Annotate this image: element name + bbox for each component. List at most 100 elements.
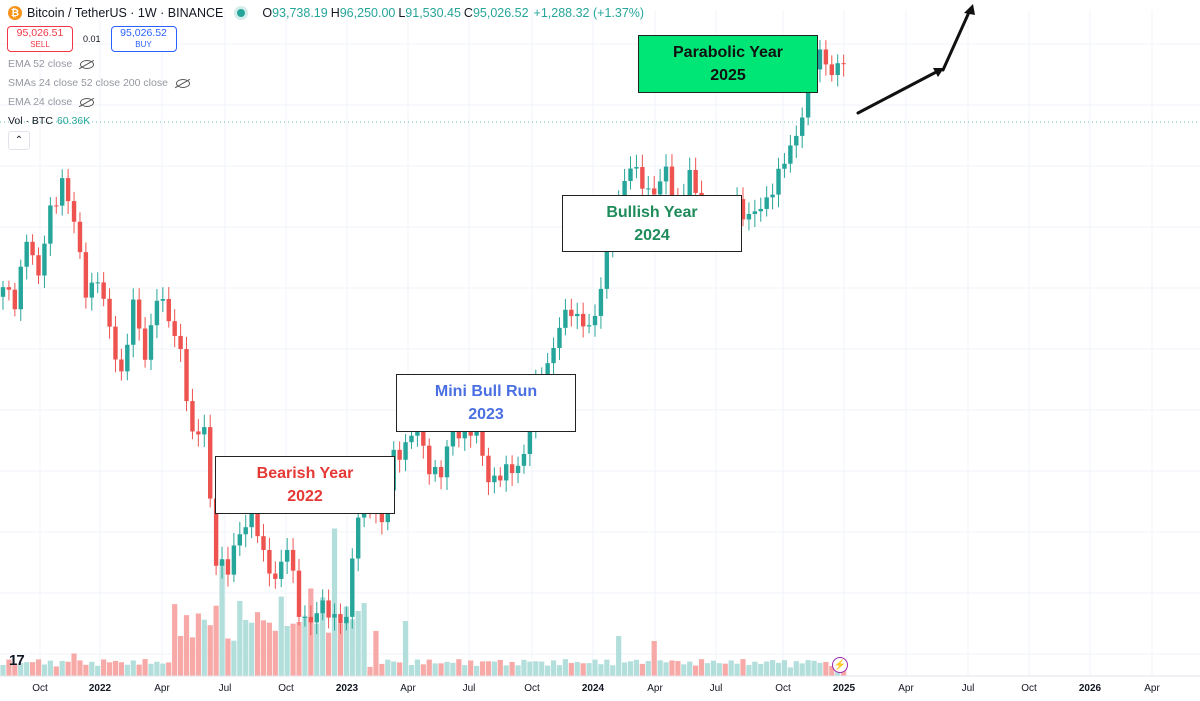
candle-body — [758, 208, 763, 212]
volume-value: 60.36K — [56, 115, 91, 127]
candle-body — [231, 545, 237, 575]
candle-body — [480, 428, 485, 456]
volume-bar — [627, 661, 634, 676]
candle-body — [261, 536, 266, 550]
volume-bar — [47, 660, 53, 676]
volume-bar — [462, 665, 468, 676]
volume-bar — [716, 663, 722, 676]
indicator-ema24[interactable]: EMA 24 close — [8, 96, 95, 108]
candle-body — [492, 475, 497, 483]
volume-bar — [83, 664, 89, 676]
volume-bar — [118, 662, 124, 676]
volume-bar — [41, 664, 48, 676]
chevron-up-icon: ⌃ — [14, 135, 24, 146]
volume-bar — [183, 615, 190, 676]
candle-body — [184, 349, 189, 402]
volume-bar — [592, 659, 598, 676]
eye-hidden-icon[interactable] — [80, 97, 95, 107]
collapse-legend-button[interactable]: ⌃ — [8, 131, 30, 150]
volume-bar — [610, 665, 616, 676]
candle-body — [0, 287, 6, 297]
volume-bar — [314, 623, 320, 676]
candle-body — [592, 315, 598, 326]
eye-hidden-icon[interactable] — [175, 78, 190, 88]
candle-body — [338, 614, 343, 624]
volume-bar — [793, 661, 799, 676]
volume-bar — [136, 664, 142, 676]
volume-bar — [331, 528, 338, 676]
candle-body — [450, 426, 456, 447]
volume-bar — [456, 659, 462, 676]
flash-icon[interactable]: ⚡ — [832, 657, 848, 673]
candle-body — [54, 205, 59, 207]
buy-button[interactable]: 95,026.52 BUY — [110, 26, 177, 52]
ohlc-open-label: O — [262, 6, 273, 20]
candle-body — [551, 347, 556, 364]
candle-body — [823, 49, 829, 65]
candle-body — [154, 300, 160, 326]
arrow-head-1 — [933, 68, 944, 77]
volume-bar — [521, 659, 527, 676]
volume-bar — [213, 605, 219, 676]
candle-body — [142, 328, 148, 360]
candle-body — [474, 428, 479, 436]
volume-bar — [710, 660, 716, 676]
tradingview-logo[interactable]: 17 — [9, 652, 25, 669]
candle-body — [515, 465, 521, 474]
candle-body — [279, 561, 284, 579]
x-tick-label: Apr — [898, 683, 914, 694]
volume-bar — [178, 636, 184, 676]
candle-body — [267, 549, 272, 574]
candle-body — [782, 163, 787, 169]
volume-bar — [622, 662, 628, 676]
annotation-bearish: Bearish Year 2022 — [215, 456, 395, 514]
candle-body — [249, 509, 254, 528]
candle-body — [136, 299, 142, 329]
sell-price: 95,026.51 — [16, 27, 64, 39]
candle-body — [575, 313, 580, 317]
volume-bar — [30, 662, 36, 676]
x-tick-label: Oct — [524, 683, 540, 694]
x-tick-label: Oct — [1021, 683, 1037, 694]
candle-body — [314, 613, 319, 623]
candle-body — [71, 201, 77, 222]
volume-bar — [355, 611, 361, 676]
price-change: +1,288.32 (+1.37%) — [533, 6, 645, 20]
candle-body — [427, 445, 432, 475]
volume-bar — [604, 659, 610, 676]
volume-bar — [823, 661, 829, 676]
sell-button[interactable]: 95,026.51 SELL — [7, 26, 73, 52]
chart-grid — [0, 10, 1200, 676]
volume-bar — [817, 662, 823, 676]
candle-body — [160, 299, 166, 301]
indicator-ema52[interactable]: EMA 52 close — [8, 58, 95, 70]
candle-body — [800, 117, 805, 136]
volume-bar — [18, 662, 24, 676]
indicator-smas[interactable]: SMAs 24 close 52 close 200 close — [8, 77, 190, 89]
indicator-volume[interactable]: Vol · BTC 60.36K — [8, 115, 90, 127]
symbol-title[interactable]: Bitcoin / TetherUS · 1W · BINANCE — [27, 6, 224, 20]
volume-bar — [633, 659, 640, 676]
volume-bar — [474, 665, 480, 676]
candle-body — [788, 145, 793, 164]
volume-bar — [687, 661, 693, 676]
eye-hidden-icon[interactable] — [80, 59, 95, 69]
candle-body — [776, 168, 781, 195]
candle-body — [148, 325, 154, 360]
volume-bar — [556, 665, 563, 676]
candle-body — [30, 241, 35, 256]
candle-body — [42, 243, 47, 276]
bitcoin-icon: ₿ — [8, 6, 22, 20]
annotation-bullish-line2: 2024 — [634, 226, 670, 244]
x-tick-label: Apr — [647, 683, 663, 694]
annotation-bullish-line1: Bullish Year — [606, 203, 698, 221]
ohlc-low-value: 91,530.45 — [405, 6, 461, 20]
volume-bar — [420, 664, 426, 676]
candle-body — [521, 453, 527, 466]
volume-bar — [219, 561, 225, 676]
candle-body — [687, 170, 692, 197]
candle-body — [332, 614, 337, 618]
volume-bar — [811, 660, 817, 676]
volume-bar — [580, 663, 586, 676]
